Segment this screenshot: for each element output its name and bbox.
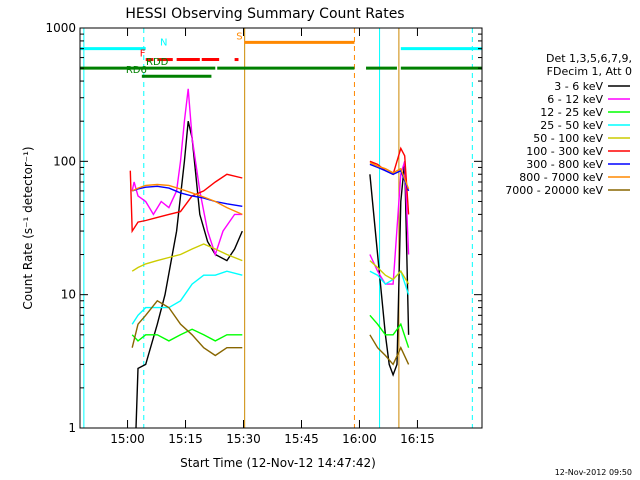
chart-title: HESSI Observing Summary Count Rates xyxy=(125,6,404,22)
x-tick-label-5: 16:15 xyxy=(400,432,435,446)
x-tick-label-1: 15:15 xyxy=(168,432,203,446)
series-line-2-points xyxy=(131,328,243,342)
legend-header-1: FDecim 1, Att 0 xyxy=(547,65,632,78)
series-line-3-points xyxy=(131,270,243,325)
flag-label-rd6: RD6 xyxy=(126,65,147,76)
y-tick-label-1: 10 xyxy=(61,288,76,302)
legend-label-1: 6 - 12 keV xyxy=(547,93,603,106)
series-line-0-points xyxy=(135,121,243,429)
series-line-6-points2 xyxy=(369,163,410,192)
y-tick-label-2: 100 xyxy=(53,154,76,168)
series-line-2-points2 xyxy=(369,314,410,348)
series-line-1-points xyxy=(131,88,243,257)
x-tick-label-2: 15:30 xyxy=(226,432,261,446)
y-tick-label-0: 1 xyxy=(68,421,76,435)
legend-label-4: 50 - 100 keV xyxy=(533,132,603,145)
flag-label-s: S xyxy=(236,31,242,42)
legend-label-7: 800 - 7000 keV xyxy=(519,171,603,184)
flag-label-n: N xyxy=(160,38,167,49)
legend-label-3: 25 - 50 keV xyxy=(540,119,603,132)
tick-layer: 15:00 15:15 15:30 15:45 16:00 16:15 1 10 100 1000 xyxy=(45,21,482,446)
flag-label-f: F xyxy=(140,49,146,60)
y-axis-label: Count Rate (s⁻¹ detector⁻¹) xyxy=(21,146,35,309)
series-line-8-points xyxy=(131,299,243,357)
legend-label-6: 300 - 800 keV xyxy=(526,158,603,171)
series-line-5-points xyxy=(129,170,243,234)
flag-label-rdd: RDD xyxy=(146,57,169,68)
series-line-3-points2 xyxy=(369,269,410,295)
plot-frame xyxy=(79,27,483,429)
legend-label-5: 100 - 300 keV xyxy=(526,145,603,158)
x-tick-label-3: 15:45 xyxy=(284,432,319,446)
series-line-7-points2 xyxy=(369,161,410,190)
vline-layer xyxy=(83,28,473,428)
legend-label-8: 7000 - 20000 keV xyxy=(505,184,603,197)
series-line-4-points2 xyxy=(369,260,410,285)
x-tick-label-4: 16:00 xyxy=(342,432,377,446)
series-line-6-points xyxy=(131,185,243,207)
y-tick-label-3: 1000 xyxy=(45,21,76,35)
timestamp-footer: 12-Nov-2012 09:50 xyxy=(554,468,632,477)
legend: Det 1,3,5,6,7,9,FDecim 1, Att 0 3 - 6 keV… xyxy=(505,52,632,197)
legend-label-0: 3 - 6 keV xyxy=(554,80,603,93)
legend-label-2: 12 - 25 keV xyxy=(540,106,603,119)
series-layer xyxy=(129,88,410,429)
series-line-8-points2 xyxy=(369,334,410,366)
legend-header-0: Det 1,3,5,6,7,9, xyxy=(546,52,632,65)
series-line-7-points xyxy=(131,183,243,216)
x-tick-label-0: 15:00 xyxy=(110,432,145,446)
series-line-4-points xyxy=(131,243,243,272)
x-axis-label: Start Time (12-Nov-12 14:47:42) xyxy=(180,456,376,470)
